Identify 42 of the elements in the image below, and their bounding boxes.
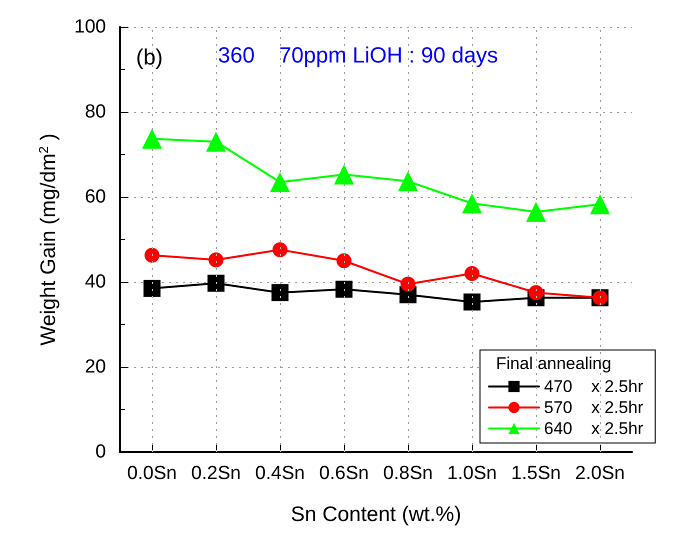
point <box>334 164 354 184</box>
point <box>144 280 160 297</box>
x-tick-label: 0.8Sn <box>383 463 433 484</box>
point <box>336 280 352 298</box>
legend-label: 570 x 2.5hr <box>544 398 644 417</box>
annotation: (b) <box>136 44 163 70</box>
point <box>142 128 162 149</box>
point <box>400 276 416 292</box>
x-tick-label: 0.0Sn <box>127 463 177 484</box>
point <box>398 171 418 192</box>
x-tick-label: 1.0Sn <box>447 463 497 484</box>
point <box>590 194 610 214</box>
point <box>206 132 226 152</box>
y-axis-title: Weight Gain (mg/dm2 ) <box>36 133 60 346</box>
y-tick-label: 100 <box>74 16 106 38</box>
annotation: 360 70ppm LiOH : 90 days <box>218 42 498 68</box>
x-tick-label: 0.6Sn <box>319 463 369 484</box>
point <box>464 293 480 310</box>
x-tick-label: 1.5Sn <box>511 463 561 484</box>
point <box>208 274 224 292</box>
y-tick-label: 40 <box>84 272 106 292</box>
point <box>528 285 544 300</box>
point <box>144 248 160 263</box>
x-tick-label: 2.0Sn <box>575 463 625 484</box>
legend-title: Final annealing <box>496 354 612 373</box>
x-tick-label: 0.2Sn <box>191 463 241 484</box>
legend-label: 640 x 2.5hr <box>544 419 644 438</box>
legend-label: 470 x 2.5hr <box>544 377 644 396</box>
x-axis-title: Sn Content (wt.%) <box>290 503 462 526</box>
point <box>462 193 482 214</box>
point <box>272 284 288 302</box>
y-tick-label: 20 <box>84 356 106 378</box>
y-tick-label: 80 <box>84 102 106 122</box>
point <box>208 252 224 268</box>
point <box>270 172 290 192</box>
point <box>272 242 288 258</box>
y-tick-label: 0 <box>95 442 106 462</box>
point <box>464 266 480 281</box>
y-tick-label: 60 <box>84 186 106 208</box>
point <box>336 253 352 268</box>
x-tick-label: 0.4Sn <box>255 463 305 484</box>
point <box>526 202 546 222</box>
